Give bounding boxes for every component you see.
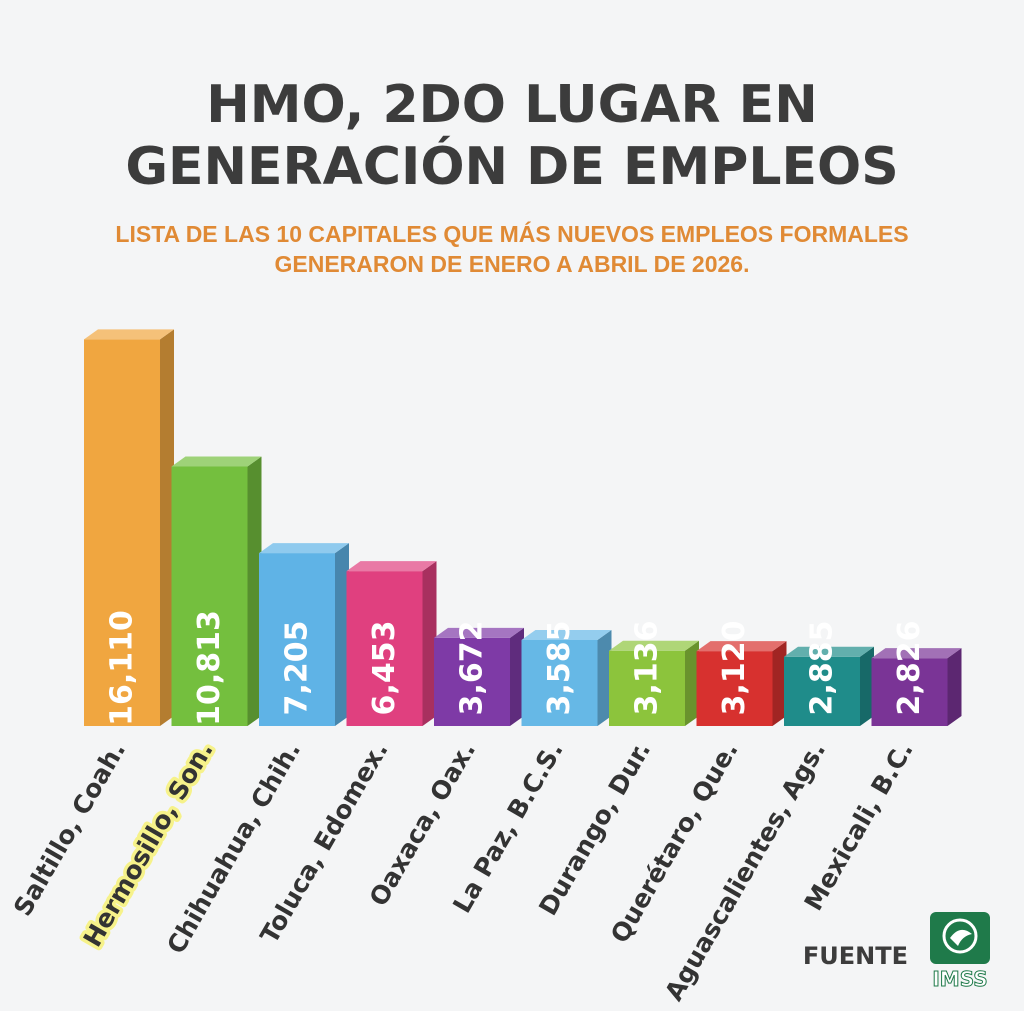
bar-side [685,640,699,726]
chart-subtitle-line-1: LISTA DE LAS 10 CAPITALES QUE MÁS NUEVOS… [115,220,908,247]
bar-front [346,571,423,726]
bar-top [434,627,524,638]
bar-3 [259,543,349,726]
bar-top [259,543,349,554]
value-label-10: 2,826 [892,621,927,716]
imss-logo-text: IMSS [932,967,987,991]
value-label-8: 3,120 [717,621,752,716]
bar-side [947,648,962,726]
bar-top [346,561,437,572]
imss-logo: IMSS [930,912,990,992]
bar-front [521,639,598,726]
bar-front [784,656,860,726]
bar-top [696,641,787,652]
bar-side [422,561,437,726]
bar-side [247,456,262,726]
bar-top [521,629,612,640]
bar-side [772,641,787,726]
bar-5 [434,627,524,726]
bar-1 [84,329,174,726]
bar-6 [521,629,612,726]
bar-top [784,646,874,657]
bar-top [171,456,262,467]
bar-side [335,543,349,726]
chart-subtitle-line-2: GENERARON DE ENERO A ABRIL DE 2026. [274,251,749,277]
bar-9 [784,646,874,726]
value-label-6: 3,585 [542,621,577,716]
bar-front [259,553,335,726]
value-label-1: 16,110 [105,610,140,726]
bar-side [597,629,612,726]
bar-4 [346,561,437,726]
bar-10 [871,648,962,726]
bar-2 [171,456,262,726]
bar-top [609,640,699,651]
value-label-9: 2,885 [805,621,840,716]
bar-7 [609,640,699,726]
bar-8 [696,641,787,726]
value-label-7: 3,136 [630,621,665,716]
bar-side [160,329,174,726]
value-label-4: 6,453 [367,621,402,716]
value-label-3: 7,205 [280,621,315,716]
bar-front [609,650,685,726]
bar-front [171,466,248,726]
source-label: FUENTE [803,942,908,970]
value-label-5: 3,672 [455,621,490,716]
bar-front [84,339,160,726]
bar-side [510,627,524,726]
bar-front [696,651,773,726]
bar-side [860,646,874,726]
bar-top [84,329,174,340]
bar-front [871,658,948,726]
imss-eagle-icon [930,912,990,964]
bar-front [434,637,510,726]
value-label-2: 10,813 [192,610,227,726]
chart-title-line-1: HMO, 2DO LUGAR EN [206,75,817,135]
bar-top [871,648,962,659]
chart-title-line-2: GENERACIÓN DE EMPLEOS [125,135,898,197]
